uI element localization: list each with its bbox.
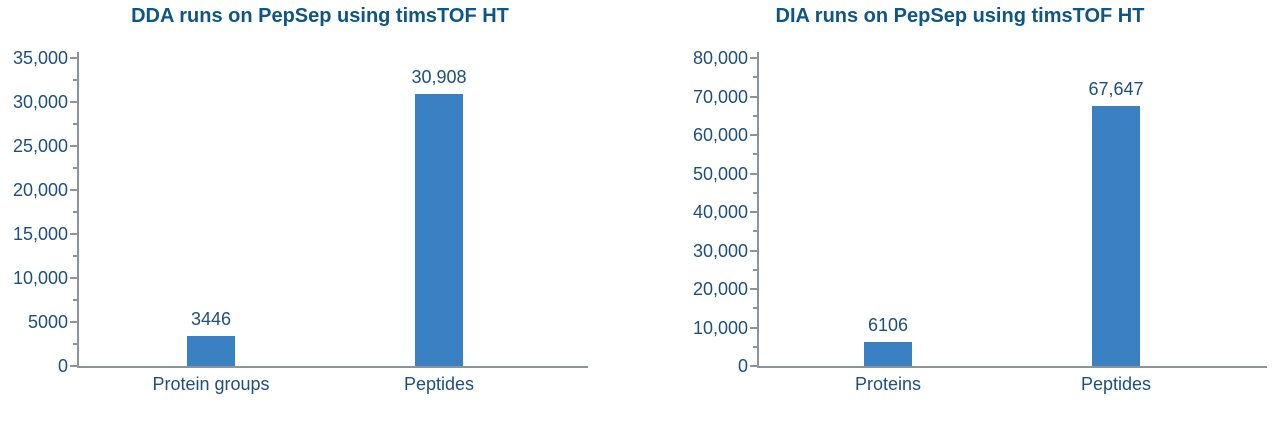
- x-axis-category-label-peptides: Peptides: [403, 374, 475, 394]
- y-axis-minor-tick: [73, 79, 77, 81]
- y-axis-tick-label: 10,000: [692, 317, 748, 338]
- y-axis-major-tick: [750, 172, 757, 175]
- y-axis-tick-label: 30,000: [692, 240, 748, 261]
- bar-value-label-peptides: 30,908: [411, 67, 467, 87]
- y-axis-minor-tick: [73, 299, 77, 301]
- bar-proteins: [864, 342, 912, 366]
- y-axis-major-tick: [750, 211, 757, 213]
- y-axis-minor-tick: [753, 345, 757, 348]
- y-axis-tick-label: 0: [57, 356, 68, 376]
- plot-area-dda: 0 5000 10,000 15,000 20,000 25,000 30,000 35,00…: [12, 48, 588, 394]
- bar-value-label-proteins: 6106: [867, 315, 909, 336]
- y-axis-minor-tick: [753, 76, 757, 79]
- chart-dia: DIA runs on PepSep using timsTOF HT 0 10,…: [640, 0, 1280, 448]
- y-axis-tick-label: 70,000: [692, 86, 748, 107]
- y-axis-tick-label: 35,000: [12, 48, 68, 68]
- y-axis-minor-tick: [753, 191, 757, 194]
- y-axis-minor-tick: [753, 307, 757, 310]
- y-axis-minor-tick: [73, 255, 77, 257]
- y-axis-tick-label: 40,000: [692, 202, 748, 222]
- y-axis-major-tick: [70, 233, 77, 235]
- y-axis-tick-label: 15,000: [12, 224, 68, 244]
- x-axis-line: [757, 366, 1267, 368]
- y-axis-minor-tick: [753, 230, 757, 233]
- y-axis-tick-label: 80,000: [692, 48, 748, 68]
- bar-peptides: [415, 94, 463, 366]
- y-axis-major-tick: [70, 365, 77, 367]
- y-axis-major-tick: [750, 95, 757, 98]
- y-axis-major-tick: [750, 57, 757, 59]
- y-axis-minor-tick: [73, 343, 77, 345]
- bar-peptides: [1092, 105, 1140, 366]
- bar-value-label-peptides: 67,647: [1088, 78, 1144, 99]
- y-axis-major-tick: [750, 288, 757, 290]
- y-axis-minor-tick: [73, 123, 77, 125]
- y-axis-major-tick: [70, 321, 77, 323]
- y-axis-tick-label: 0: [737, 356, 748, 376]
- y-axis-tick-label: 20,000: [12, 180, 68, 200]
- y-axis-minor-tick: [73, 167, 77, 169]
- y-axis-tick-label: 60,000: [692, 125, 748, 145]
- chart-dda: DDA runs on PepSep using timsTOF HT 0 500…: [12, 5, 588, 394]
- y-axis-line: [77, 52, 79, 368]
- y-axis-major-tick: [750, 365, 757, 367]
- bar-protein-groups: [187, 335, 235, 366]
- y-axis-tick-label: 20,000: [692, 279, 748, 299]
- y-axis-major-tick: [750, 249, 757, 252]
- x-axis-line: [77, 366, 588, 368]
- y-axis-major-tick: [750, 326, 757, 329]
- chart-title-dda: DDA runs on PepSep using timsTOF HT: [131, 5, 509, 27]
- y-axis-tick-label: 25,000: [12, 136, 68, 156]
- y-axis-major-tick: [70, 101, 77, 103]
- y-axis-tick-label: 30,000: [12, 92, 68, 112]
- chart-title-dia: DIA runs on PepSep using timsTOF HT: [775, 5, 1145, 27]
- x-axis-category-label-peptides: Peptides: [1080, 374, 1152, 394]
- y-axis-tick-label: 10,000: [12, 268, 68, 288]
- x-axis-category-label-proteins: Proteins: [854, 374, 922, 394]
- y-axis-tick-label: 5000: [27, 312, 68, 332]
- y-axis-minor-tick: [753, 153, 757, 156]
- y-axis-major-tick: [70, 145, 77, 147]
- y-axis-line: [757, 52, 759, 368]
- y-axis-major-tick: [70, 57, 77, 59]
- x-axis-category-label-protein-groups: Protein groups: [152, 374, 270, 394]
- plot-area-dia: 0 10,000 20,000 30,000 40,000 50,000 60,000 70,…: [640, 0, 1280, 448]
- y-axis-tick-label: 50,000: [692, 163, 748, 184]
- y-axis-minor-tick: [73, 211, 77, 213]
- y-axis-minor-tick: [753, 268, 757, 271]
- bar-value-label-protein-groups: 3446: [190, 308, 232, 329]
- y-axis-major-tick: [70, 189, 77, 191]
- y-axis-major-tick: [70, 277, 77, 279]
- y-axis-major-tick: [750, 134, 757, 136]
- y-axis-minor-tick: [753, 114, 757, 117]
